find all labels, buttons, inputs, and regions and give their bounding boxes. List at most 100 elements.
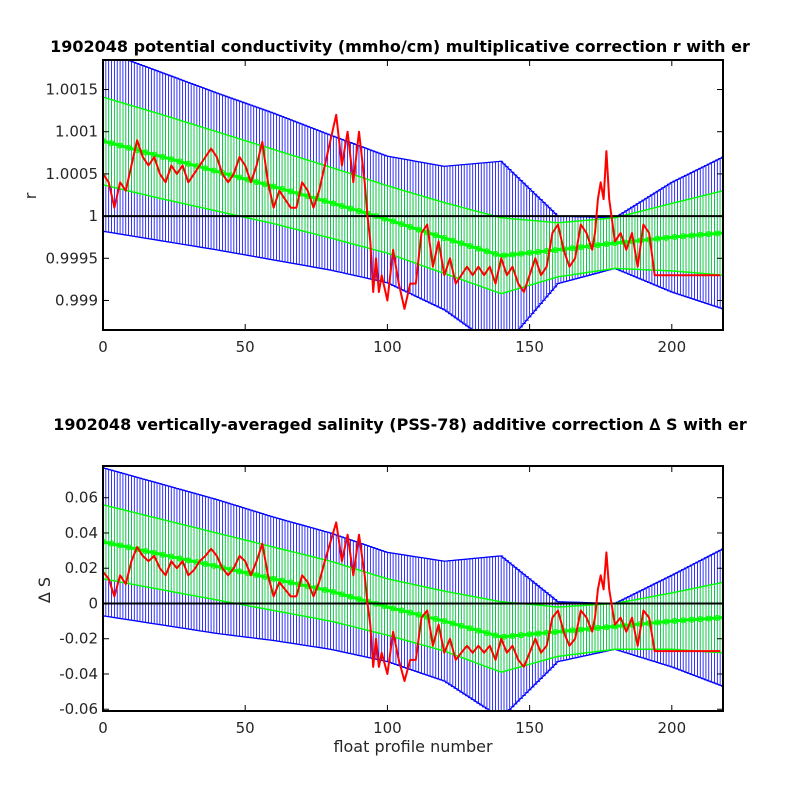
green-marker — [185, 160, 192, 167]
green-marker — [654, 619, 661, 626]
green-marker — [338, 202, 345, 210]
green-marker — [116, 542, 124, 549]
green-marker — [714, 614, 721, 622]
green-marker — [338, 591, 345, 598]
green-marker — [125, 144, 132, 151]
green-marker — [492, 250, 499, 258]
y-tick-label: 0.04 — [65, 524, 98, 542]
y-tick-label: 0.02 — [65, 559, 98, 577]
green-marker — [569, 245, 576, 252]
green-marker — [466, 242, 473, 250]
y-tick-label: -0.04 — [59, 665, 98, 683]
green-marker — [415, 226, 422, 233]
x-tick-label: 50 — [236, 719, 255, 737]
panel-bottom: 1902048 vertically-averaged salinity (PS… — [35, 415, 747, 756]
green-marker — [697, 616, 704, 623]
y-tick-label: 1.001 — [55, 123, 98, 141]
green-marker — [108, 540, 115, 547]
green-marker — [389, 218, 397, 225]
green-marker — [441, 618, 448, 625]
green-marker — [671, 233, 678, 241]
green-marker — [108, 140, 115, 147]
green-marker — [663, 618, 670, 625]
x-tick-label: 0 — [98, 719, 108, 737]
red-data-line — [103, 113, 721, 310]
green-marker — [398, 221, 405, 228]
x-tick-label: 100 — [373, 338, 402, 356]
green-marker — [142, 149, 149, 156]
green-marker — [569, 627, 576, 634]
title-bottom: 1902048 vertically-averaged salinity (PS… — [53, 415, 747, 434]
ylabel-top: r — [21, 192, 40, 199]
green-marker — [688, 616, 695, 623]
green-marker — [680, 617, 687, 624]
green-marker — [594, 624, 601, 632]
green-marker — [202, 165, 209, 172]
y-tick-label: -0.02 — [59, 630, 98, 648]
green-marker — [526, 249, 533, 256]
green-marker — [347, 205, 354, 212]
green-marker — [654, 235, 661, 242]
green-marker — [535, 248, 542, 256]
green-marker — [116, 142, 124, 149]
green-marker — [535, 630, 542, 637]
green-marker — [475, 627, 482, 634]
axes-bottom: 0 50 100 150 200 -0.06 -0.04 -0.02 0 0.02 0.04 0.06 — [59, 465, 724, 737]
green-marker — [475, 245, 482, 252]
green-marker — [483, 629, 491, 637]
green-marker — [210, 562, 218, 569]
green-marker — [705, 615, 712, 622]
green-marker — [279, 185, 286, 193]
green-marker — [389, 605, 397, 612]
x-tick-label: 150 — [515, 719, 544, 737]
green-marker — [287, 188, 294, 195]
green-marker — [458, 240, 465, 247]
green-marker — [526, 631, 533, 638]
green-marker — [432, 232, 439, 239]
green-marker — [279, 577, 286, 584]
green-marker — [603, 241, 610, 248]
axes-top: 0 50 100 150 200 0.999 0.9995 1 1.0005 1.001 1.001… — [46, 59, 724, 356]
green-marker — [321, 197, 328, 205]
green-marker — [202, 560, 209, 568]
green-marker — [577, 626, 584, 633]
green-marker — [185, 557, 192, 564]
green-marker — [176, 555, 183, 562]
axes-frame — [102, 465, 724, 712]
green-marker — [705, 231, 712, 238]
x-tick-label: 200 — [657, 719, 686, 737]
x-tick-label: 200 — [657, 338, 686, 356]
x-tick-label: 0 — [98, 338, 108, 356]
green-marker — [253, 572, 260, 579]
green-marker — [219, 564, 226, 571]
x-tick-label: 100 — [373, 719, 402, 737]
green-marker — [176, 158, 183, 165]
blue-envelope-lower — [103, 230, 723, 330]
green-marker — [697, 231, 704, 238]
y-tick-label: 0.999 — [55, 291, 98, 309]
green-marker — [449, 237, 456, 244]
green-marker — [500, 252, 508, 259]
green-marker — [663, 234, 670, 241]
green-marker — [458, 622, 465, 629]
green-marker — [441, 234, 448, 242]
green-marker — [168, 156, 175, 163]
green-marker — [415, 611, 422, 618]
y-tick-label: 1 — [88, 207, 98, 225]
green-envelope-lower — [103, 578, 723, 673]
green-marker — [594, 242, 601, 249]
green-marker — [500, 633, 508, 640]
blue-envelope-lower — [103, 615, 723, 711]
green-marker — [688, 232, 695, 239]
title-top: 1902048 potential conductivity (mmho/cm)… — [50, 37, 750, 56]
green-marker — [671, 617, 678, 625]
green-marker — [407, 223, 414, 230]
green-marker — [142, 547, 149, 555]
green-marker — [449, 620, 456, 627]
green-marker — [330, 200, 337, 207]
green-marker — [159, 551, 166, 558]
y-tick-label: 1.0015 — [46, 81, 99, 99]
green-marker — [552, 628, 559, 636]
green-envelope-lower — [103, 184, 723, 295]
blue-envelope-upper — [126, 60, 723, 219]
